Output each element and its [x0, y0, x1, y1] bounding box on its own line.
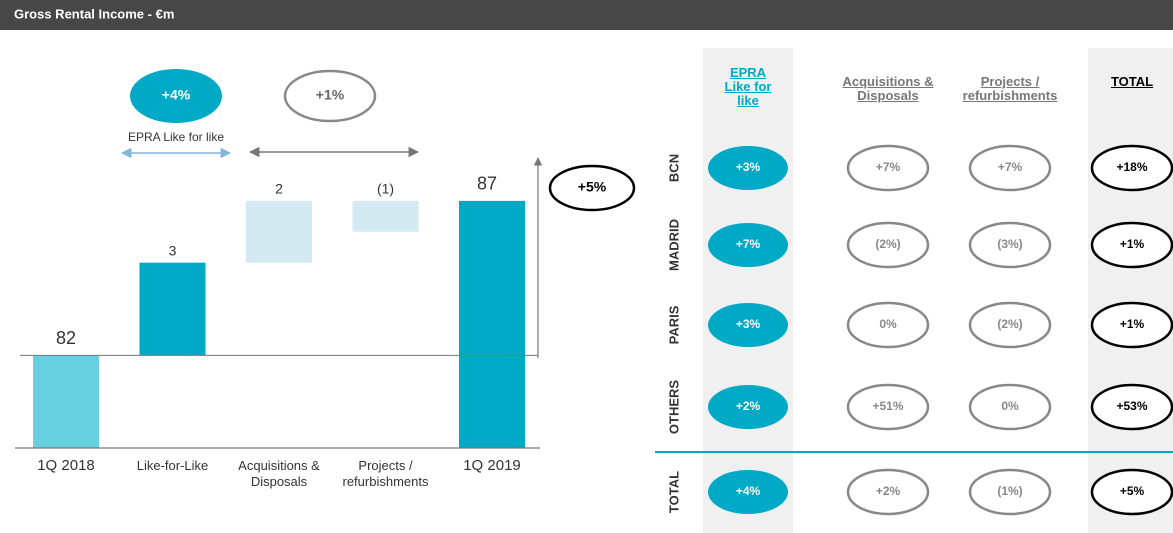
value-label: 2: [275, 181, 283, 197]
annotation: +5%: [578, 179, 607, 195]
cell-value: +7%: [736, 237, 761, 251]
row-label: PARIS: [666, 305, 681, 344]
cell-value: +51%: [872, 399, 903, 413]
cell-badge: [708, 303, 788, 347]
value-label: 82: [56, 328, 76, 348]
cell-value: (3%): [997, 237, 1022, 251]
bar: [33, 355, 99, 448]
cell-value: +7%: [876, 160, 901, 174]
badge: [548, 164, 636, 212]
cell-value: 0%: [1001, 399, 1019, 413]
cell-value: +3%: [736, 160, 761, 174]
column-header: EPRA Like for like: [724, 65, 772, 108]
column-header: Acquisitions & Disposals: [842, 74, 934, 103]
annotation: +4%: [162, 87, 191, 103]
cell-badge: [1090, 383, 1173, 431]
cell-value: +2%: [736, 399, 761, 413]
cell-badge: [968, 468, 1052, 516]
cell-badge: [708, 223, 788, 267]
x-tick-label: Acquisitions & Disposals: [238, 458, 320, 489]
cell-badge: [968, 383, 1052, 431]
cell-badge: [846, 468, 930, 516]
cell-value: +4%: [736, 484, 761, 498]
cell-value: 0%: [879, 317, 897, 331]
x-tick-label: 1Q 2019: [463, 457, 521, 474]
cell-value: +3%: [736, 317, 761, 331]
cell-badge: [708, 146, 788, 190]
cell-badge: [708, 470, 788, 514]
cell-value: +7%: [998, 160, 1023, 174]
row-label: MADRID: [666, 219, 681, 271]
x-tick-label: 1Q 2018: [37, 457, 95, 474]
cell-badge: [846, 221, 930, 269]
cell-badge: [1090, 468, 1173, 516]
annotation: EPRA Like for like: [128, 130, 224, 144]
cell-value: +53%: [1116, 399, 1147, 413]
cell-value: +1%: [1120, 317, 1145, 331]
value-label: (1): [377, 181, 394, 197]
x-tick-label: Projects / refurbishments: [342, 458, 429, 489]
bar: [459, 200, 525, 448]
bar: [139, 262, 206, 356]
cell-badge: [1090, 144, 1173, 192]
cell-badge: [968, 144, 1052, 192]
cell-badge: [846, 383, 930, 431]
bar: [246, 200, 312, 263]
cell-badge: [968, 221, 1052, 269]
cell-value: (2%): [997, 317, 1022, 331]
value-label: 3: [169, 242, 177, 258]
cell-badge: [708, 385, 788, 429]
cell-value: (2%): [875, 237, 900, 251]
cell-value: +1%: [1120, 237, 1145, 251]
column-header: Projects / refurbishments: [962, 74, 1058, 103]
value-label: 87: [477, 174, 497, 194]
row-label: BCN: [666, 154, 681, 182]
cell-badge: [968, 301, 1052, 349]
cell-badge: [846, 301, 930, 349]
annotation: +1%: [316, 87, 345, 103]
header-bar: [0, 0, 1173, 30]
cell-badge: [846, 144, 930, 192]
badge: [130, 69, 222, 123]
bar: [352, 200, 419, 232]
row-label: OTHERS: [666, 380, 681, 435]
row-label: TOTAL: [666, 471, 681, 513]
column-shade: [1088, 48, 1173, 533]
badge: [283, 69, 377, 123]
cell-value: +5%: [1120, 484, 1145, 498]
column-header: TOTAL: [1110, 74, 1154, 89]
title: Gross Rental Income - €m: [14, 6, 174, 21]
x-tick-label: Like-for-Like: [136, 458, 209, 473]
cell-badge: [1090, 221, 1173, 269]
cell-value: +2%: [876, 484, 901, 498]
cell-value: +18%: [1116, 160, 1147, 174]
cell-badge: [1090, 301, 1173, 349]
cell-value: (1%): [997, 484, 1022, 498]
column-shade: [703, 48, 793, 533]
